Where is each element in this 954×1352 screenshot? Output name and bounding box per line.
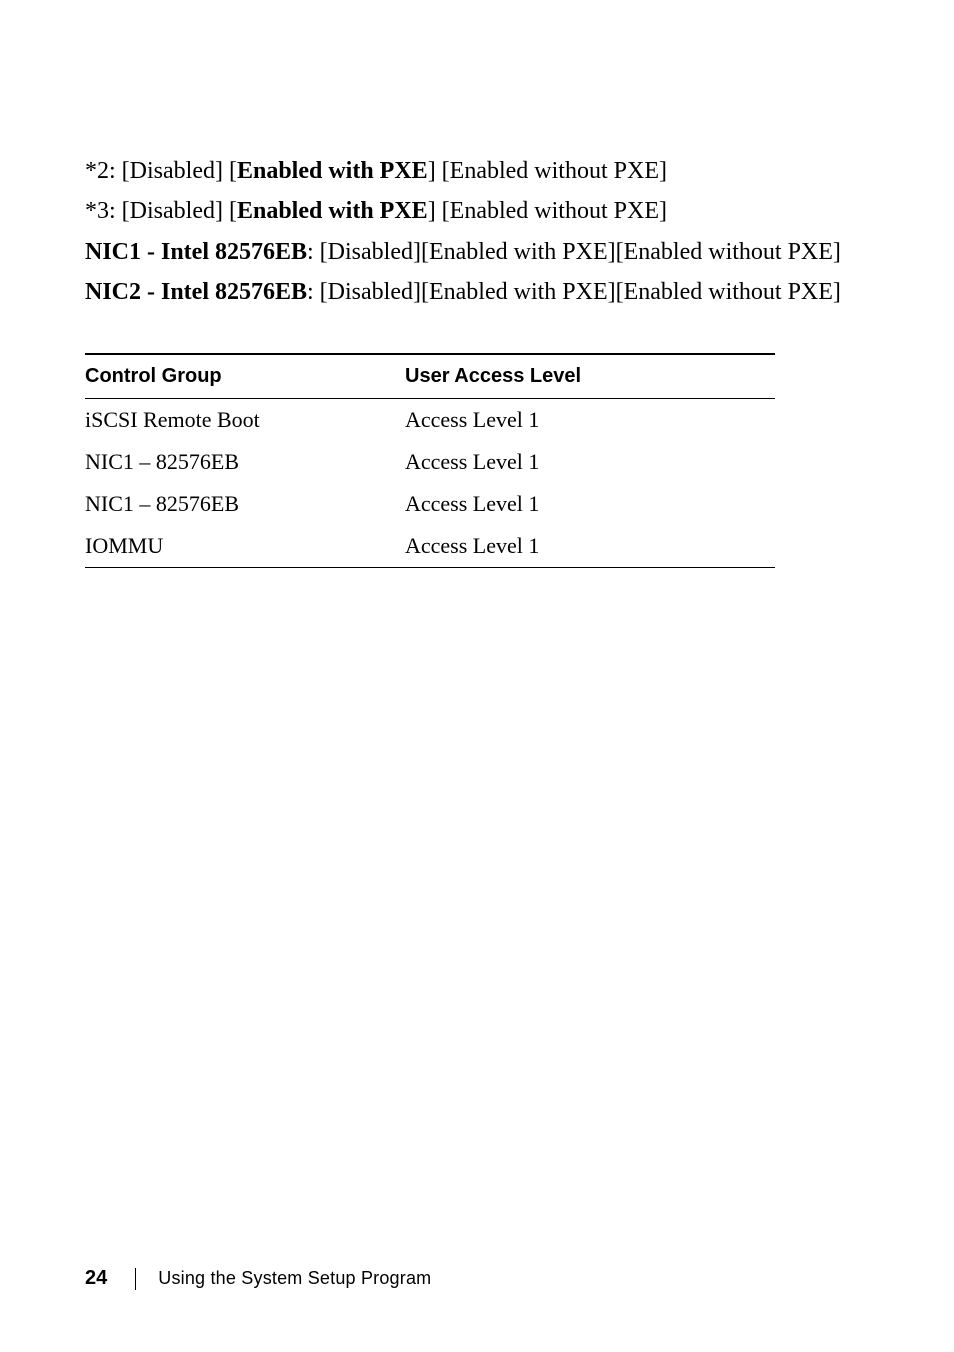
table-cell: NIC1 – 82576EB [85, 483, 405, 525]
table-cell: Access Level 1 [405, 525, 775, 568]
text-bold: Enabled with PXE [237, 198, 428, 224]
document-page: *2: [Disabled] [Enabled with PXE] [Enabl… [0, 0, 954, 1352]
paragraph-3: NIC1 - Intel 82576EB: [Disabled][Enabled… [85, 236, 869, 268]
table-cell: Access Level 1 [405, 398, 775, 441]
text-prefix: *3: [Disabled] [ [85, 198, 237, 224]
table-cell: NIC1 – 82576EB [85, 441, 405, 483]
table-row: NIC1 – 82576EB Access Level 1 [85, 483, 775, 525]
table-header-control-group: Control Group [85, 354, 405, 399]
access-level-table-container: Control Group User Access Level iSCSI Re… [85, 353, 775, 568]
table-row: NIC1 – 82576EB Access Level 1 [85, 441, 775, 483]
table-header-row: Control Group User Access Level [85, 354, 775, 399]
text-bold: NIC1 - Intel 82576EB [85, 239, 307, 265]
paragraph-2: *3: [Disabled] [Enabled with PXE] [Enabl… [85, 195, 869, 227]
text-bold: NIC2 - Intel 82576EB [85, 279, 307, 305]
text-bold: Enabled with PXE [237, 158, 428, 184]
footer-divider [135, 1268, 136, 1290]
table-cell: Access Level 1 [405, 441, 775, 483]
table-cell: iSCSI Remote Boot [85, 398, 405, 441]
text-suffix: ] [Enabled without PXE] [428, 158, 667, 184]
page-footer: 24 Using the System Setup Program [85, 1267, 431, 1290]
text-suffix: ] [Enabled without PXE] [428, 198, 667, 224]
table-header-user-access-level: User Access Level [405, 354, 775, 399]
text-suffix: : [Disabled][Enabled with PXE][Enabled w… [307, 279, 841, 305]
table-row: iSCSI Remote Boot Access Level 1 [85, 398, 775, 441]
paragraph-1: *2: [Disabled] [Enabled with PXE] [Enabl… [85, 155, 869, 187]
page-number: 24 [85, 1267, 107, 1290]
table-cell: Access Level 1 [405, 483, 775, 525]
paragraph-4: NIC2 - Intel 82576EB: [Disabled][Enabled… [85, 276, 869, 308]
table-row: IOMMU Access Level 1 [85, 525, 775, 568]
section-title: Using the System Setup Program [158, 1268, 431, 1289]
text-prefix: *2: [Disabled] [ [85, 158, 237, 184]
access-level-table: Control Group User Access Level iSCSI Re… [85, 353, 775, 568]
table-cell: IOMMU [85, 525, 405, 568]
text-suffix: : [Disabled][Enabled with PXE][Enabled w… [307, 239, 841, 265]
